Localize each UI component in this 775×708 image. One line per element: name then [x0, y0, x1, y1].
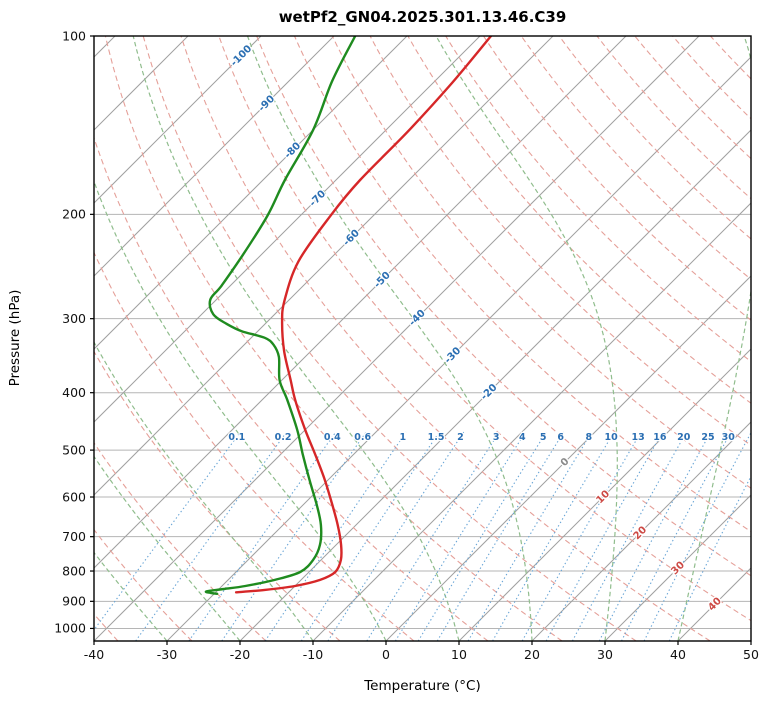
mixing-ratio-label: 0.6 [354, 432, 371, 443]
x-tick-label: 0 [382, 647, 390, 662]
mixing-ratio-label: 30 [722, 432, 736, 443]
chart-title: wetPf2_GN04.2025.301.13.46.C39 [278, 8, 567, 26]
mixing-ratio-label: 20 [677, 432, 691, 443]
y-tick-label: 500 [62, 442, 86, 457]
x-axis-label: Temperature (°C) [364, 678, 481, 694]
x-tick-label: -30 [157, 647, 177, 662]
y-tick-labels: 100 200 300 400 500 600 700 800 900 1000 [54, 28, 94, 636]
y-tick-label: 600 [62, 489, 86, 504]
sounding-curves [204, 36, 493, 595]
mixing-ratio-label: 16 [653, 432, 667, 443]
isotherms [94, 36, 751, 641]
mixing-ratio-label: 6 [557, 432, 564, 443]
mixing-ratio-label: 3 [493, 432, 500, 443]
y-tick-label: 900 [62, 594, 86, 609]
y-tick-label: 300 [62, 311, 86, 326]
mixing-ratio-label: 5 [540, 432, 547, 443]
temperature-curve [234, 36, 493, 594]
isotherm-label: 10 [595, 489, 613, 507]
y-tick-label: 800 [62, 563, 86, 578]
mixing-ratio-label: 0.4 [324, 432, 341, 443]
x-tick-label: -20 [230, 647, 250, 662]
mixing-ratio-label: 10 [605, 432, 619, 443]
dry-adiabats [94, 36, 751, 641]
mixing-ratio-lines [94, 431, 751, 641]
x-tick-labels: -40 -30 -20 -10 0 10 20 30 40 50 [84, 641, 759, 662]
plot-border [93, 35, 752, 642]
mixing-ratio-label: 1 [399, 432, 406, 443]
mixing-ratio-labels: 0.1 0.2 0.4 0.6 1 1.5 2 3 4 5 6 8 10 13 16 20 25 30 [227, 431, 736, 445]
mixing-ratio-label: 25 [701, 432, 714, 443]
moist-adiabats [94, 36, 751, 641]
x-tick-label: 40 [670, 647, 686, 662]
y-tick-label: 200 [62, 207, 86, 222]
mixing-ratio-label: 0.2 [275, 432, 292, 443]
x-tick-label: 20 [524, 647, 540, 662]
x-tick-label: -10 [303, 647, 323, 662]
mixing-ratio-label: 1.5 [428, 432, 445, 443]
mixing-ratio-label: 0.1 [228, 432, 245, 443]
mixing-ratio-label: 4 [519, 432, 526, 443]
plot-area [94, 36, 751, 641]
dewpoint-curve [204, 36, 357, 595]
y-tick-label: 700 [62, 529, 86, 544]
mixing-ratio-label: 8 [585, 432, 592, 443]
x-tick-label: 10 [451, 647, 467, 662]
mixing-ratio-label: 13 [631, 432, 644, 443]
x-tick-label: 50 [743, 647, 759, 662]
x-tick-label: -40 [84, 647, 104, 662]
y-tick-label: 100 [62, 28, 86, 43]
y-tick-label: 1000 [54, 621, 86, 636]
x-tick-label: 30 [597, 647, 613, 662]
y-tick-label: 400 [62, 385, 86, 400]
mixing-ratio-label: 2 [457, 432, 464, 443]
